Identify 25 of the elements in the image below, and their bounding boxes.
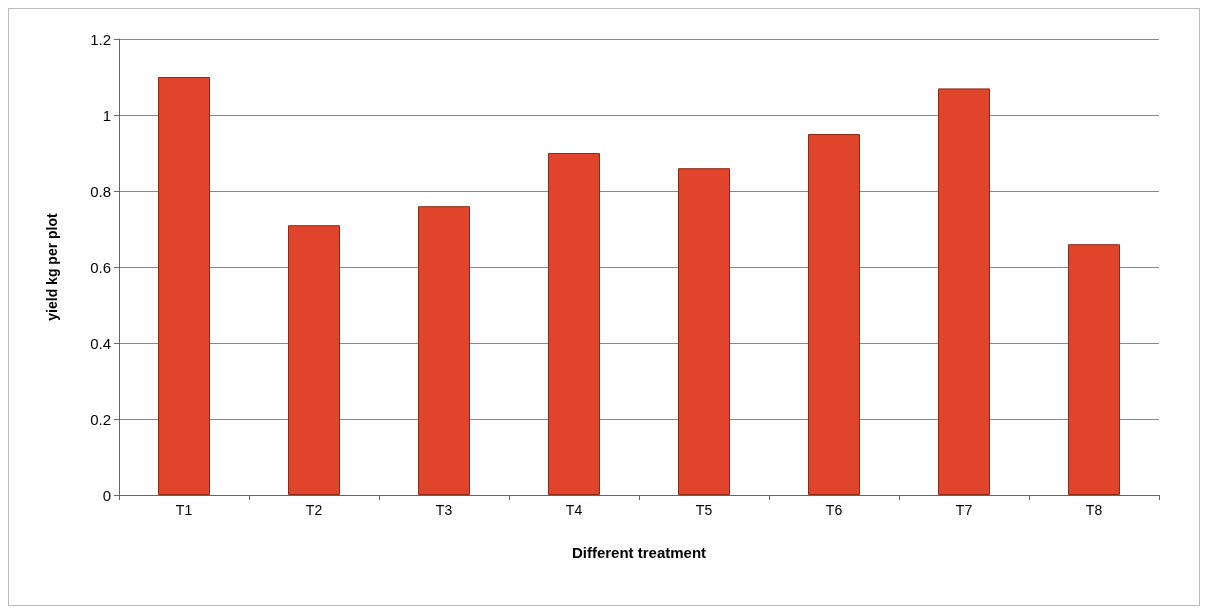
bar: [288, 225, 340, 495]
y-tick-label: 1.2: [90, 30, 111, 48]
x-tick-label: T3: [435, 502, 453, 518]
y-tick-label: 0: [102, 486, 111, 504]
x-tick-label: T7: [955, 502, 973, 518]
y-tick-label: 0.6: [90, 258, 111, 276]
x-tick-label: T4: [565, 502, 583, 518]
bar: [938, 88, 990, 495]
x-tick-label: T8: [1085, 502, 1103, 518]
bar: [418, 206, 470, 495]
x-tick-label: T6: [825, 502, 843, 518]
x-tick-label: T5: [695, 502, 713, 518]
y-tick-label: 0.4: [90, 334, 111, 352]
y-tick-label: 0.2: [90, 410, 111, 428]
x-axis-title: Different treatment: [571, 544, 707, 561]
bar: [548, 153, 600, 495]
bar: [1068, 244, 1120, 495]
x-tick-label: T2: [305, 502, 323, 518]
bar: [158, 77, 210, 495]
y-tick-label: 1: [102, 106, 111, 124]
bar: [808, 134, 860, 495]
y-axis-title: yield kg per plot: [44, 212, 60, 321]
x-tick-label: T1: [175, 502, 193, 518]
y-tick-label: 0.8: [90, 182, 111, 200]
bar: [678, 168, 730, 495]
